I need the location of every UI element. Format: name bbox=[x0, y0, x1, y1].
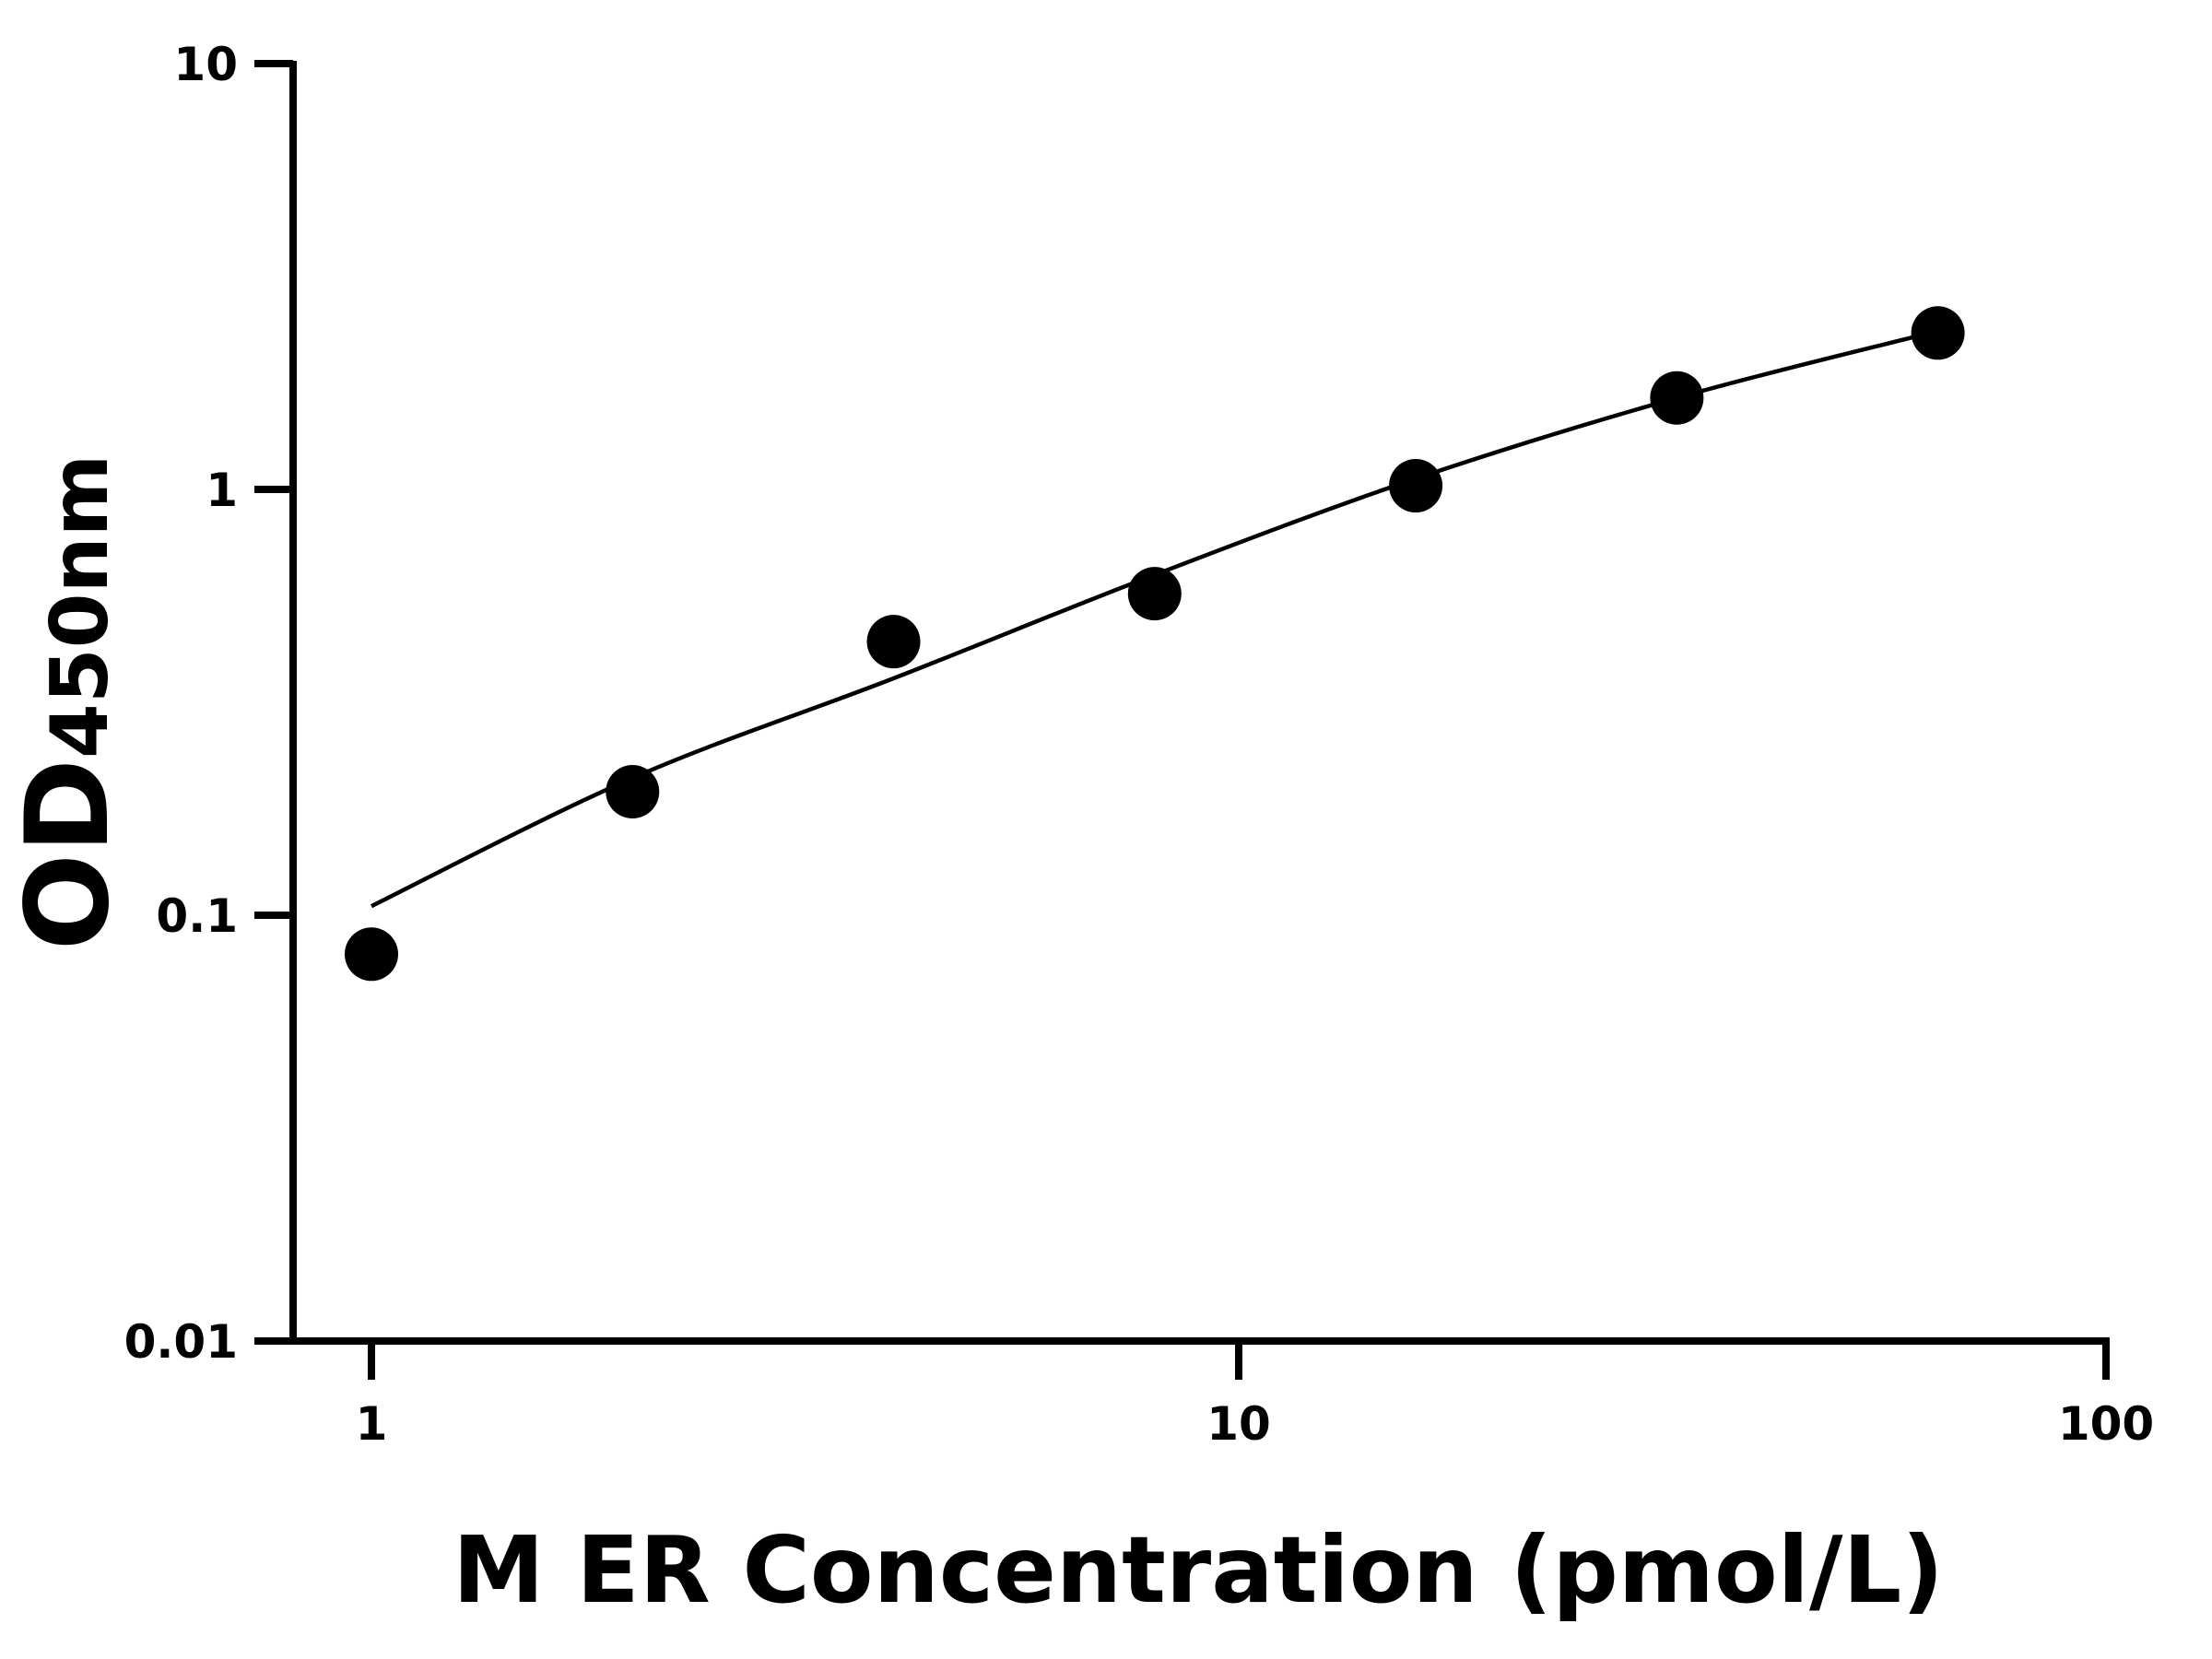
data-point bbox=[1650, 371, 1704, 425]
x-axis-label: M ER Concentration (pmol/L) bbox=[453, 1516, 1944, 1624]
y-axis-label-main: OD bbox=[2, 759, 135, 950]
y-axis-label: OD450nm bbox=[2, 454, 135, 951]
x-tick-label: 10 bbox=[1206, 1397, 1271, 1451]
axes bbox=[289, 61, 2110, 1345]
data-point bbox=[1127, 567, 1182, 621]
y-tick-label: 10 bbox=[173, 38, 238, 91]
y-ticks: 0.01 0.1 1 10 bbox=[124, 38, 293, 1369]
y-tick-label: 0.01 bbox=[124, 1315, 238, 1369]
data-points bbox=[345, 306, 1965, 982]
y-axis-label-sub: 450nm bbox=[34, 454, 126, 759]
data-point bbox=[1911, 306, 1965, 360]
x-tick-label: 1 bbox=[356, 1397, 388, 1451]
data-point bbox=[866, 615, 921, 669]
x-ticks: 1 10 100 bbox=[356, 1341, 2154, 1451]
data-point bbox=[1389, 459, 1443, 513]
data-point bbox=[606, 765, 660, 819]
y-tick-label: 1 bbox=[206, 464, 238, 517]
y-tick-label: 0.1 bbox=[156, 889, 238, 943]
data-point bbox=[345, 927, 398, 982]
x-tick-label: 100 bbox=[2058, 1397, 2154, 1451]
